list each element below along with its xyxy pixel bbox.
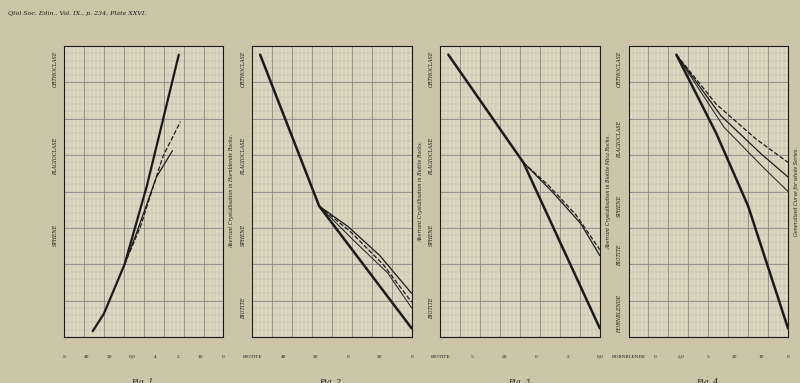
Text: 40: 40 xyxy=(84,355,90,358)
Text: HORNBLENDE: HORNBLENDE xyxy=(611,355,646,358)
Text: PLAGIOCLASE: PLAGIOCLASE xyxy=(53,138,58,175)
Text: BIOTITE: BIOTITE xyxy=(242,355,262,358)
Text: BIOTITE: BIOTITE xyxy=(430,355,450,358)
Text: Qtol Soc. Edin., Vol. IX., p. 234, Plate XXVI.: Qtol Soc. Edin., Vol. IX., p. 234, Plate… xyxy=(8,11,146,16)
Text: 20: 20 xyxy=(314,355,318,358)
Text: Aberrant Crystallisation in Biotite Mica Rocks.: Aberrant Crystallisation in Biotite Mica… xyxy=(606,134,611,249)
Text: BIOTITE: BIOTITE xyxy=(429,297,434,319)
Text: 4: 4 xyxy=(154,355,157,358)
Text: SPHENE: SPHENE xyxy=(429,224,434,246)
Text: 20: 20 xyxy=(502,355,507,358)
Text: 0,0: 0,0 xyxy=(596,355,603,358)
Text: SPHENE: SPHENE xyxy=(53,224,58,246)
Text: ORTHOCLASE: ORTHOCLASE xyxy=(53,51,58,87)
Text: PLAGIOCLASE: PLAGIOCLASE xyxy=(429,138,434,175)
Text: SPHENE: SPHENE xyxy=(617,195,622,217)
Text: 10: 10 xyxy=(758,355,764,358)
Text: HORNBLENDE: HORNBLENDE xyxy=(617,295,622,333)
Text: Aberrant Crystallisation in Biotite Rocks.: Aberrant Crystallisation in Biotite Rock… xyxy=(418,141,423,242)
Text: 0: 0 xyxy=(534,355,538,358)
Text: Fig. 4.: Fig. 4. xyxy=(696,378,721,383)
Text: 0: 0 xyxy=(222,355,225,358)
Text: 5: 5 xyxy=(471,355,474,358)
Text: 2: 2 xyxy=(566,355,570,358)
Text: 0: 0 xyxy=(654,355,657,358)
Text: 40: 40 xyxy=(282,355,287,358)
Text: 20: 20 xyxy=(107,355,112,358)
Text: SPHENE: SPHENE xyxy=(241,224,246,246)
Text: 5: 5 xyxy=(707,355,710,358)
Text: BIOTITE: BIOTITE xyxy=(617,245,622,266)
Text: 20: 20 xyxy=(377,355,382,358)
Text: 0,0: 0,0 xyxy=(129,355,136,358)
Text: Aberrant Crystallisation in Hornblende Rocks.: Aberrant Crystallisation in Hornblende R… xyxy=(230,134,235,249)
Text: Fig. 1.: Fig. 1. xyxy=(131,378,156,383)
Text: PLAGIOCLASE: PLAGIOCLASE xyxy=(241,138,246,175)
Text: 2: 2 xyxy=(177,355,179,358)
Text: ORTHOCLASE: ORTHOCLASE xyxy=(241,51,246,87)
Text: 10: 10 xyxy=(198,355,203,358)
Text: Fig. 2.: Fig. 2. xyxy=(319,378,344,383)
Text: 0: 0 xyxy=(786,355,790,358)
Text: Generalised Curve for whole Series.: Generalised Curve for whole Series. xyxy=(794,147,799,236)
Text: 2,0: 2,0 xyxy=(678,355,685,358)
Text: ORTHOCLASE: ORTHOCLASE xyxy=(617,51,622,87)
Text: 20: 20 xyxy=(732,355,738,358)
Text: BIOTITE: BIOTITE xyxy=(241,297,246,319)
Text: PLAGIOCLASE: PLAGIOCLASE xyxy=(617,121,622,158)
Text: 0: 0 xyxy=(410,355,413,358)
Text: 0: 0 xyxy=(346,355,350,358)
Text: ORTHOCLASE: ORTHOCLASE xyxy=(429,51,434,87)
Text: Fig. 3.: Fig. 3. xyxy=(508,378,533,383)
Text: S: S xyxy=(62,355,66,358)
